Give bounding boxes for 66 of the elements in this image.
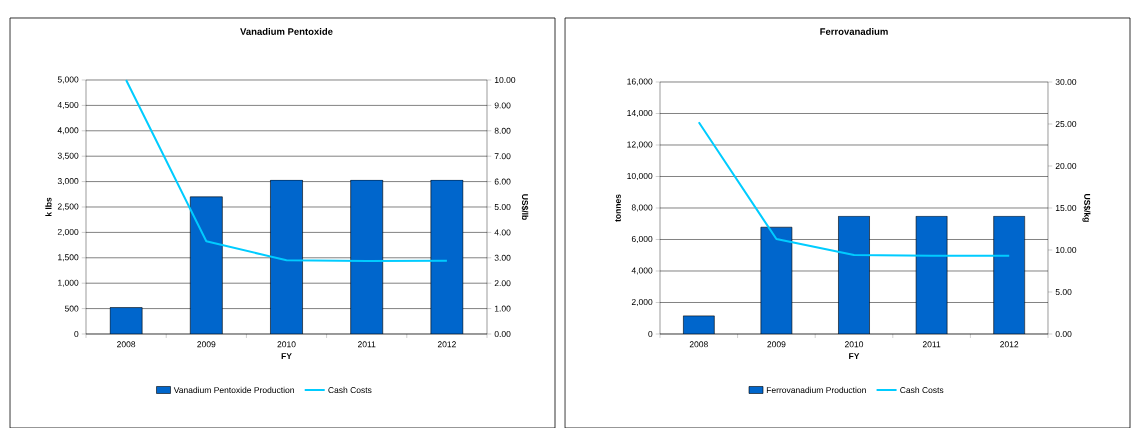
legend-label: Vanadium Pentoxide Production	[173, 386, 294, 393]
y2-tick-label: 20.00	[1055, 162, 1077, 169]
legend-label: Ferrovanadium Production	[766, 386, 866, 393]
y-tick-label: 3,000	[57, 177, 79, 185]
y-tick-label: 1,000	[58, 279, 79, 287]
y-tick-label: 14,000	[627, 109, 653, 117]
y2-tick-label: 0.00	[494, 330, 511, 337]
y2-axis-title: US$/lb	[521, 194, 529, 220]
y-tick-label: 6,000	[631, 235, 653, 243]
x-tick-label: 2008	[117, 341, 136, 348]
x-tick-label: 2010	[844, 341, 864, 348]
y-tick-label: 2,000	[57, 228, 79, 236]
y-tick-label: 8,000	[631, 204, 653, 212]
x-tick-label: 2012	[437, 341, 456, 348]
y2-tick-label: 25.00	[1055, 120, 1077, 127]
line-series	[125, 78, 448, 262]
y2-tick-label: 8.00	[494, 127, 511, 134]
x-tick-label: 2009	[767, 341, 786, 348]
y2-tick-label: 4.00	[494, 229, 511, 236]
y2-axis-title: US$/kg	[1082, 193, 1091, 222]
y-tick-label: 12,000	[627, 141, 653, 149]
y2-tick-label: 15.00	[1055, 204, 1077, 211]
y-tick-label: 16,000	[627, 78, 653, 86]
x-axis-title: FY	[849, 352, 860, 359]
chart-title: Vanadium Pentoxide	[240, 27, 333, 35]
y2-tick-label: 10.00	[1055, 246, 1077, 253]
y2-tick-label: 9.00	[494, 102, 511, 109]
y2-tick-label: 30.00	[1055, 78, 1077, 85]
y2-tick-label: 0.00	[1055, 330, 1072, 337]
x-tick-label: 2011	[357, 341, 376, 348]
y-tick-label: 4,000	[631, 267, 653, 275]
y2-tick-label: 5.00	[1055, 288, 1072, 295]
legend-label: Cash Costs	[900, 386, 944, 393]
y2-tick-label: 2.00	[494, 280, 511, 287]
x-tick-label: 2008	[689, 341, 708, 348]
line-series	[697, 121, 1011, 257]
x-tick-label: 2012	[1000, 341, 1019, 348]
chart-title: Ferrovanadium	[820, 27, 888, 35]
legend-label: Cash Costs	[328, 386, 372, 393]
x-tick-label: 2011	[922, 341, 941, 348]
y2-tick-label: 3.00	[494, 254, 511, 261]
y-tick-label: 4,500	[57, 101, 79, 109]
bar	[993, 215, 1026, 334]
y2-tick-label: 1.00	[494, 305, 511, 312]
y-tick-label: 1,500	[58, 254, 79, 262]
x-tick-label: 2009	[197, 341, 216, 348]
y-tick-label: 10,000	[627, 172, 653, 180]
bar	[838, 215, 870, 334]
y2-tick-label: 7.00	[494, 153, 511, 160]
y-tick-label: 3,500	[57, 152, 79, 160]
y2-tick-label: 6.00	[494, 178, 511, 185]
bar	[915, 215, 948, 334]
bar	[760, 226, 793, 334]
y2-tick-label: 5.00	[494, 203, 511, 210]
y-tick-label: 0	[74, 330, 79, 337]
x-axis-title: FY	[281, 352, 292, 359]
y-tick-label: 2,000	[631, 298, 653, 306]
x-tick-label: 2010	[277, 341, 296, 348]
y-tick-label: 2,500	[57, 203, 79, 211]
y2-tick-label: 10.00	[494, 76, 516, 83]
y-tick-label: 4,000	[57, 127, 79, 135]
y-tick-label: 5,000	[57, 76, 79, 84]
y-axis-title: k lbs	[45, 197, 52, 216]
y-axis-title: tonnes	[615, 194, 621, 222]
y-tick-label: 500	[64, 305, 79, 312]
y-tick-label: 0	[648, 330, 653, 337]
